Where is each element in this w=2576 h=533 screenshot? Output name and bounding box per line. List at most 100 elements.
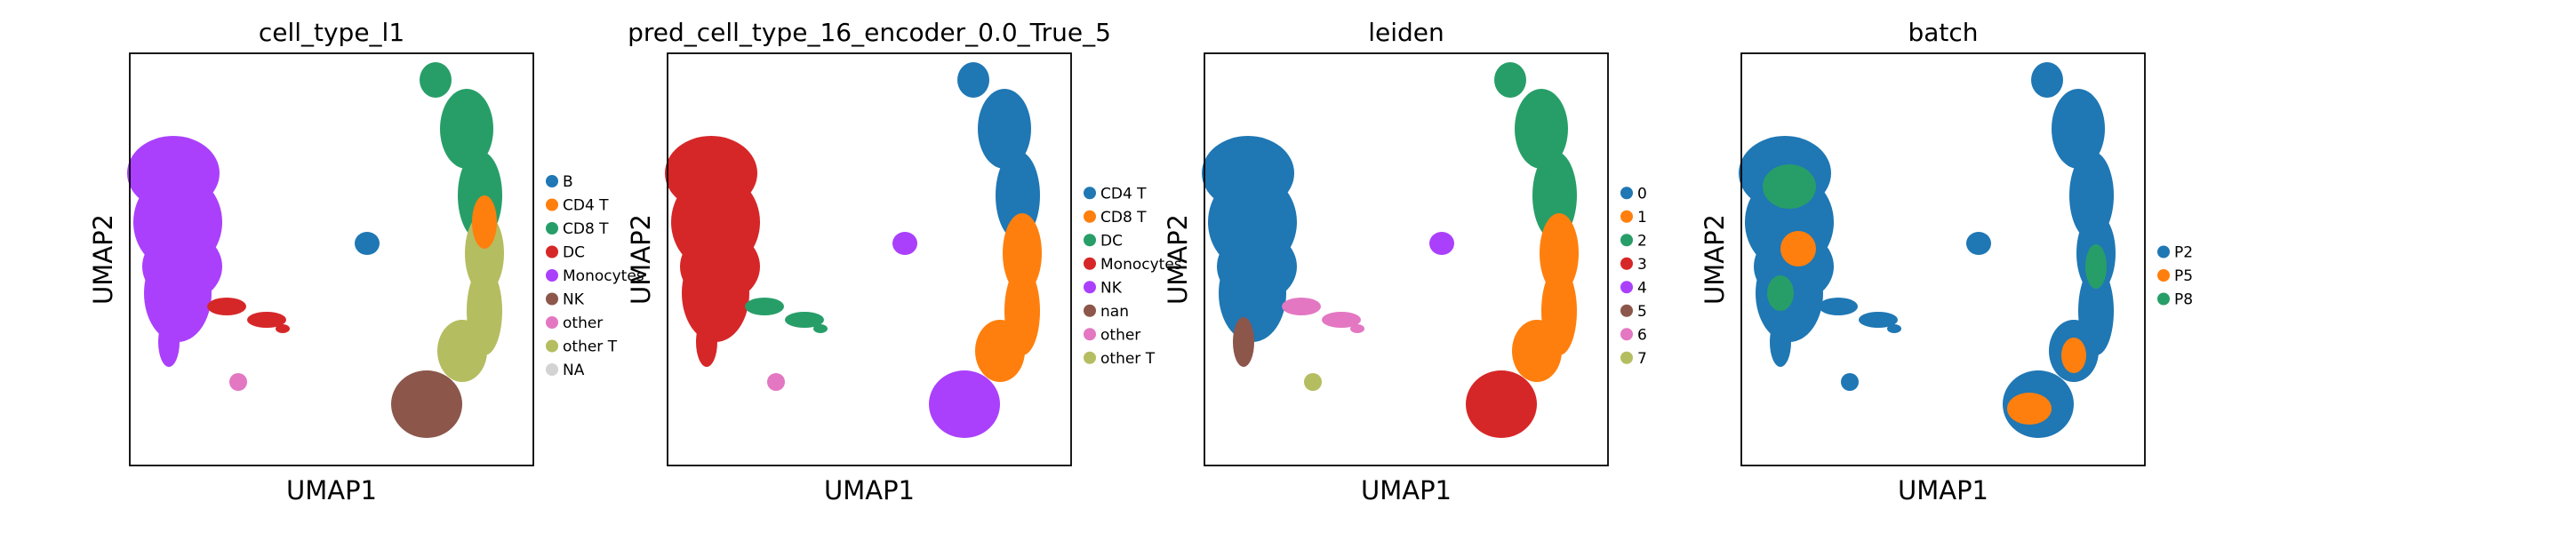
legend-marker	[1084, 351, 1096, 364]
legend-label: CD4 T	[1100, 185, 1147, 203]
legend-label: other	[563, 314, 603, 332]
scatter-points	[127, 62, 504, 438]
legend-label: Monocytes	[1100, 256, 1182, 274]
cluster-dc	[1859, 312, 1898, 328]
cluster-top	[2031, 62, 2063, 98]
legend-marker	[1620, 328, 1633, 341]
panel-title: leiden	[1368, 18, 1444, 47]
batch-overlay	[1763, 164, 1816, 209]
legend-label: DC	[1100, 232, 1123, 250]
y-axis-label: UMAP2	[1700, 214, 1730, 305]
axes-frame	[1740, 52, 2146, 466]
panel-batch: batch UMAP1 UMAP2 P2 P5 P8	[1700, 18, 2193, 505]
cluster-dc	[1322, 312, 1361, 328]
legend-label: NK	[563, 291, 585, 309]
legend-marker	[1620, 210, 1633, 223]
cluster-top	[957, 62, 989, 98]
legend-label: P8	[2174, 291, 2193, 309]
cluster-mid	[1512, 320, 1562, 382]
cluster-monoTail	[1233, 317, 1254, 367]
legend-marker	[1620, 187, 1633, 200]
legend-marker	[2157, 245, 2170, 259]
cluster-dc	[207, 298, 246, 315]
legend-marker	[1620, 281, 1633, 294]
legend-label: nan	[1100, 303, 1129, 321]
x-axis-label: UMAP1	[286, 475, 377, 505]
scatter-points	[665, 62, 1042, 438]
cluster-mono	[142, 231, 222, 302]
cluster-mid	[975, 320, 1025, 382]
legend-label: B	[563, 173, 573, 191]
cluster-dc	[247, 312, 286, 328]
legend-label: 6	[1637, 326, 1647, 344]
cluster-nk	[929, 370, 1000, 438]
cluster-mono	[1217, 231, 1297, 302]
legend: 0 1 2 3 4 5 6 7	[1620, 185, 1647, 368]
legend-marker	[1084, 210, 1096, 223]
legend-marker	[1084, 257, 1096, 270]
legend: P2 P5 P8	[2157, 244, 2193, 309]
panel-title: pred_cell_type_16_encoder_0.0_True_5	[628, 18, 1111, 47]
cluster-nk	[391, 370, 462, 438]
legend-label: P5	[2174, 267, 2193, 285]
legend: CD4 T CD8 T DC Monocytes NK nan other other T	[1084, 185, 1182, 368]
legend-marker	[546, 245, 558, 259]
legend-marker	[546, 175, 558, 187]
cluster-pink	[1304, 373, 1322, 391]
panel-leiden: leiden UMAP1 UMAP2 0 1 2 3 4 5 6 7	[1163, 18, 1647, 505]
y-axis-label: UMAP2	[626, 214, 656, 305]
cluster-dc	[745, 298, 784, 315]
legend-marker	[1084, 281, 1096, 294]
cluster-monoTail	[158, 317, 180, 367]
cluster-dc	[1350, 324, 1364, 333]
cluster-top	[2052, 89, 2105, 169]
legend-marker	[1084, 187, 1096, 200]
scatter-points	[1202, 62, 1579, 438]
panel-title: cell_type_l1	[259, 18, 404, 47]
legend-marker	[1084, 234, 1096, 247]
legend-label: 3	[1637, 256, 1647, 274]
legend-label: 0	[1637, 185, 1647, 203]
legend-label: 1	[1637, 209, 1647, 227]
batch-overlay	[1767, 275, 1794, 311]
cluster-top	[440, 89, 493, 169]
legend-marker	[2157, 292, 2170, 306]
legend-label: CD8 T	[563, 220, 609, 238]
legend-label: other	[1100, 326, 1140, 344]
legend-label: 5	[1637, 303, 1647, 321]
axes-frame	[1204, 52, 1609, 466]
legend-label: NK	[1100, 279, 1123, 297]
x-axis-label: UMAP1	[1361, 475, 1452, 505]
batch-overlay	[2085, 244, 2107, 289]
cluster-cd4t-overlay	[472, 195, 497, 249]
cluster-top	[420, 62, 452, 98]
cluster-dc	[1887, 324, 1901, 333]
cluster-bsmall	[1966, 232, 1991, 255]
batch-overlay	[2007, 393, 2052, 425]
cluster-monoTail	[696, 317, 717, 367]
x-axis-label: UMAP1	[1898, 475, 1988, 505]
axes-frame	[129, 52, 534, 466]
legend-marker	[546, 316, 558, 329]
cluster-monoTail	[1770, 317, 1791, 367]
panel-pred-cell-type: pred_cell_type_16_encoder_0.0_True_5 UMA…	[626, 18, 1182, 505]
legend-marker	[546, 269, 558, 282]
legend-marker	[1620, 234, 1633, 247]
legend-marker	[546, 198, 558, 211]
legend-marker	[546, 363, 558, 376]
legend-label: 2	[1637, 232, 1647, 250]
legend-marker	[2157, 269, 2170, 282]
legend-label: other T	[563, 338, 618, 356]
x-axis-label: UMAP1	[824, 475, 915, 505]
legend: B CD4 T CD8 T DC Monocytes NK other other T NA	[546, 173, 644, 379]
batch-overlay	[2061, 338, 2086, 373]
cluster-top	[1494, 62, 1526, 98]
legend-label: NA	[563, 362, 585, 379]
legend-label: CD8 T	[1100, 209, 1147, 227]
legend-label: Monocytes	[563, 267, 644, 285]
legend-label: 7	[1637, 350, 1647, 368]
cluster-dc	[1282, 298, 1321, 315]
axes-frame	[667, 52, 1072, 466]
